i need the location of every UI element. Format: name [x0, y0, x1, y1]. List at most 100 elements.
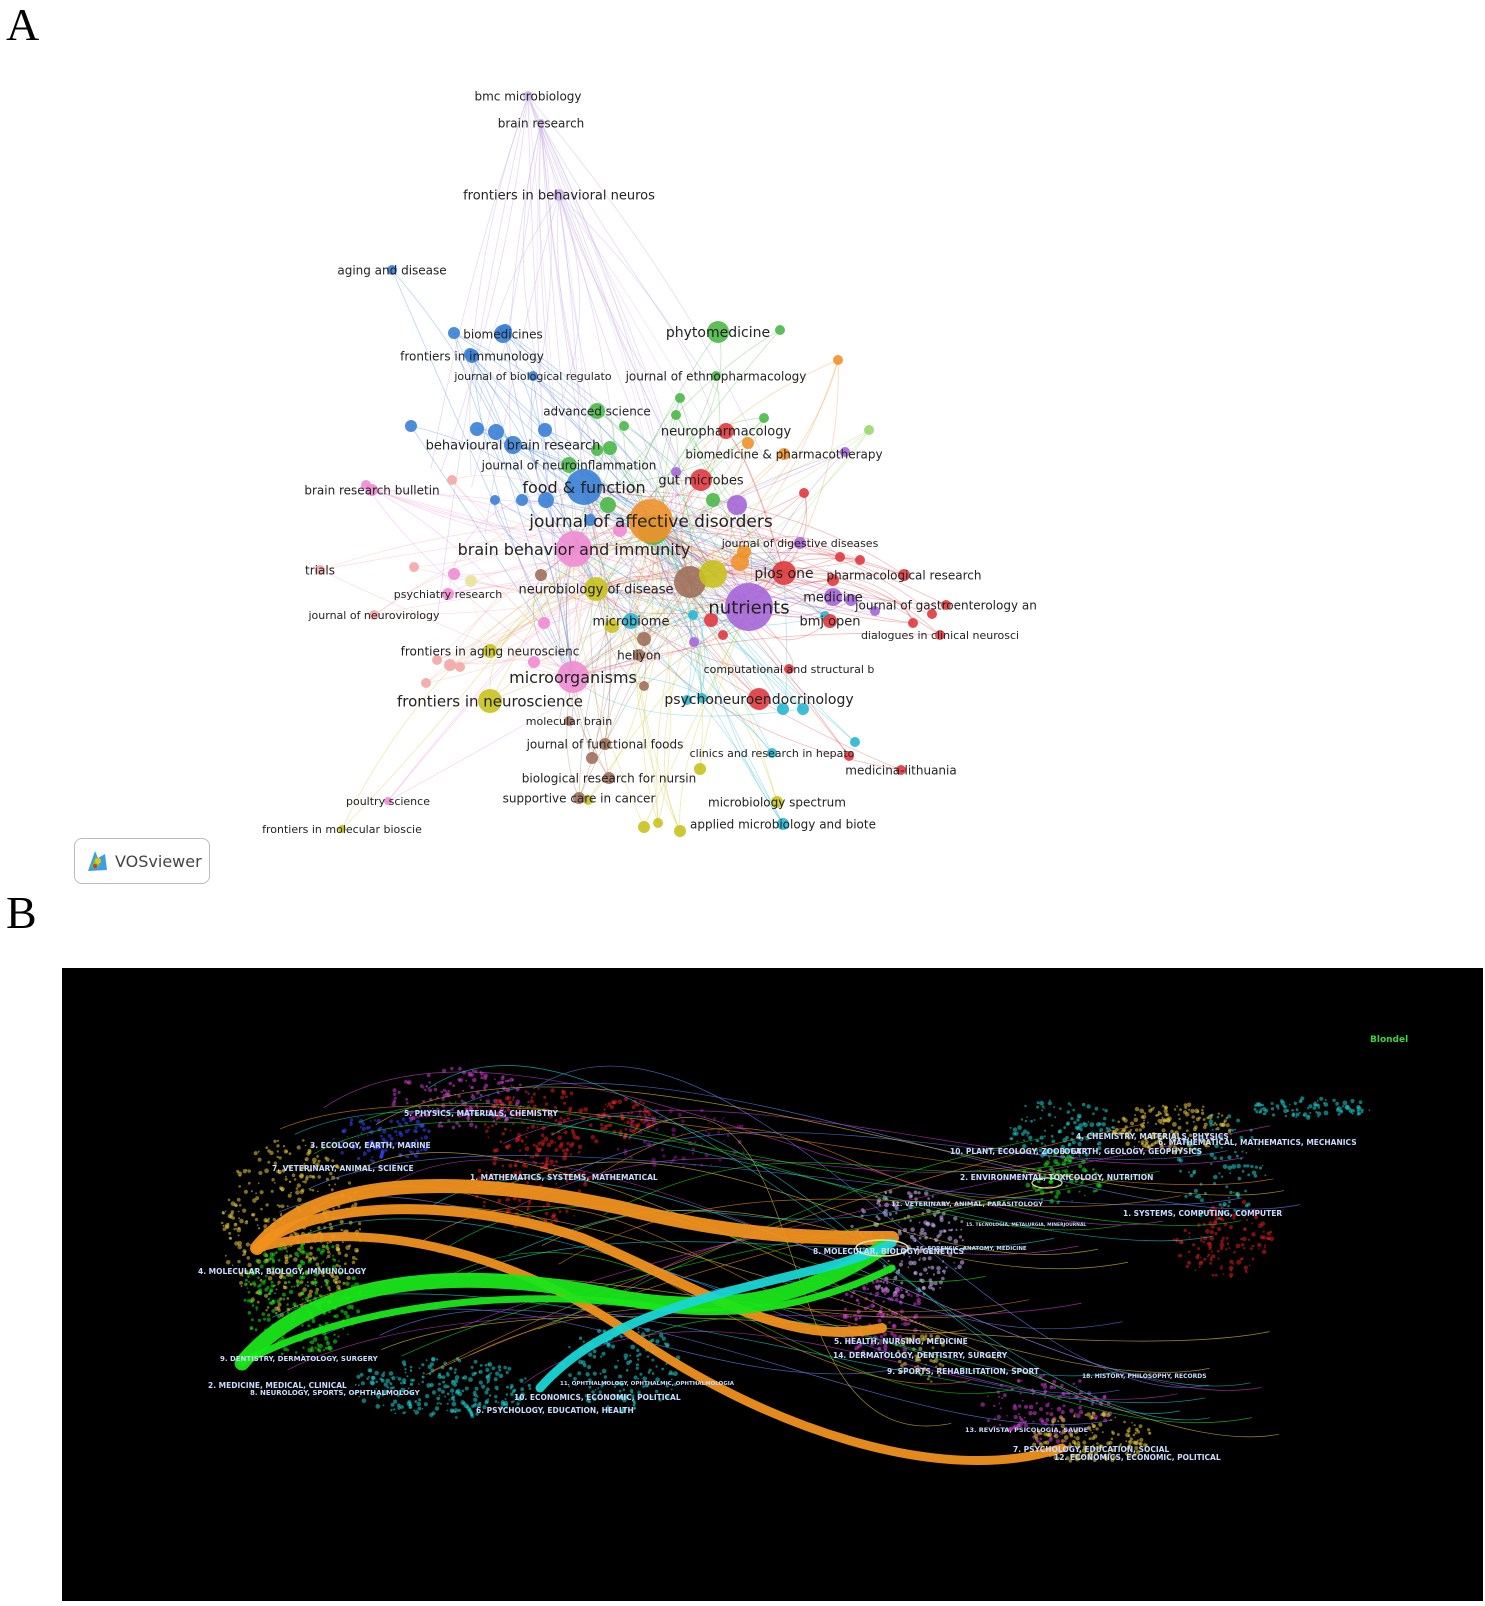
cluster-label-8-neurology-sports-ophthalmology: 8. NEUROLOGY, SPORTS, OPHTHALMOLOGY: [250, 1389, 421, 1397]
overlay-point: [346, 1136, 349, 1138]
overlay-point: [655, 1339, 660, 1344]
overlay-point: [544, 1102, 549, 1106]
overlay-point: [251, 1271, 254, 1275]
overlay-point: [501, 1164, 505, 1168]
overlay-point: [247, 1275, 250, 1278]
citing-cluster-ellipse: [855, 1239, 909, 1257]
network-edge: [527, 548, 575, 624]
network-edge: [783, 572, 941, 636]
overlay-point: [495, 1118, 499, 1121]
overlay-point: [1071, 1140, 1076, 1145]
overlay-point: [960, 1220, 964, 1224]
overlay-point: [342, 1281, 346, 1285]
overlay-point: [224, 1210, 227, 1212]
overlay-point: [858, 1316, 862, 1320]
overlay-point: [1257, 1242, 1262, 1248]
overlay-point: [561, 1089, 565, 1094]
overlay-point: [394, 1130, 398, 1134]
overlay-point: [263, 1259, 268, 1264]
overlay-point: [1080, 1181, 1084, 1185]
network-node: [850, 737, 860, 747]
overlay-point: [565, 1209, 569, 1213]
overlay-point: [403, 1363, 407, 1367]
overlay-point: [437, 1124, 442, 1128]
overlay-point: [844, 1307, 847, 1311]
overlay-point: [1048, 1437, 1053, 1442]
overlay-point: [440, 1389, 445, 1394]
overlay-point: [468, 1377, 473, 1382]
overlay-point: [1083, 1194, 1086, 1197]
overlay-point: [1098, 1444, 1103, 1449]
overlay-point: [259, 1264, 264, 1269]
overlay-point: [1360, 1110, 1364, 1114]
overlay-point: [1117, 1120, 1120, 1124]
overlay-point: [681, 1156, 686, 1161]
overlay-point: [1079, 1127, 1083, 1132]
overlay-point: [660, 1148, 664, 1152]
overlay-point: [1139, 1108, 1144, 1114]
overlay-point: [487, 1363, 490, 1366]
overlay-point: [1209, 1123, 1213, 1127]
overlay-point: [637, 1331, 640, 1334]
overlay-point: [238, 1271, 243, 1276]
overlay-point: [416, 1401, 422, 1407]
overlay-point: [1049, 1412, 1054, 1417]
overlay-point: [1044, 1396, 1046, 1399]
overlay-point: [1242, 1236, 1247, 1242]
overlay-point: [1095, 1122, 1101, 1127]
overlay-point: [938, 1280, 943, 1285]
overlay-point: [1069, 1178, 1074, 1184]
overlay-point: [246, 1287, 249, 1289]
overlay-point: [309, 1229, 312, 1232]
overlay-main-link: [234, 1240, 890, 1371]
overlay-point: [393, 1092, 397, 1096]
overlay-point: [1048, 1099, 1051, 1102]
overlay-point: [637, 1390, 641, 1395]
overlay-point: [235, 1227, 238, 1230]
label-behavioural-brain-research: behavioural brain research: [426, 439, 601, 454]
overlay-point: [1193, 1188, 1198, 1193]
label-aging-and-disease: aging and disease: [337, 263, 446, 277]
overlay-point: [251, 1318, 254, 1322]
overlay-point: [1228, 1265, 1234, 1271]
overlay-point: [1039, 1100, 1044, 1106]
label-biomedicine-pharmacotherapy: biomedicine & pharmacotherapy: [685, 447, 882, 461]
overlay-point: [623, 1122, 626, 1124]
overlay-point: [1243, 1265, 1248, 1270]
label-bmj-open: bmj open: [799, 615, 860, 630]
network-node: [455, 662, 465, 672]
overlay-point: [599, 1372, 602, 1375]
overlay-point: [598, 1390, 602, 1394]
node-plos-one: [772, 561, 796, 585]
overlay-point: [1307, 1114, 1310, 1118]
overlay-point: [1186, 1102, 1192, 1108]
overlay-point: [571, 1131, 576, 1136]
overlay-point: [873, 1349, 876, 1352]
overlay-point: [877, 1284, 882, 1288]
vosviewer-badge[interactable]: VOSviewer: [74, 838, 210, 884]
overlay-point: [457, 1124, 461, 1128]
overlay-point: [273, 1161, 278, 1165]
overlay-point: [1041, 1105, 1045, 1108]
overlay-point: [645, 1123, 649, 1127]
overlay-point: [1264, 1244, 1267, 1247]
network-edge: [319, 569, 574, 678]
overlay-point: [585, 1398, 590, 1403]
overlay-point: [428, 1109, 431, 1111]
overlay-point: [246, 1256, 251, 1260]
overlay-point: [635, 1363, 640, 1367]
node-phytomedicine: [707, 321, 729, 343]
network-edge: [440, 95, 529, 473]
overlay-point: [253, 1267, 258, 1272]
overlay-point: [415, 1130, 418, 1134]
overlay-point: [578, 1108, 584, 1114]
overlay-point: [1092, 1424, 1096, 1428]
label-frontiers-in-molecular-bioscie: frontiers in molecular bioscie: [262, 823, 422, 836]
overlay-point: [441, 1097, 445, 1101]
overlay-point: [1241, 1199, 1247, 1205]
overlay-point: [932, 1224, 936, 1228]
overlay-point: [490, 1124, 494, 1128]
overlay-point: [1036, 1179, 1041, 1184]
overlay-point: [918, 1258, 921, 1261]
overlay-point: [394, 1412, 397, 1415]
